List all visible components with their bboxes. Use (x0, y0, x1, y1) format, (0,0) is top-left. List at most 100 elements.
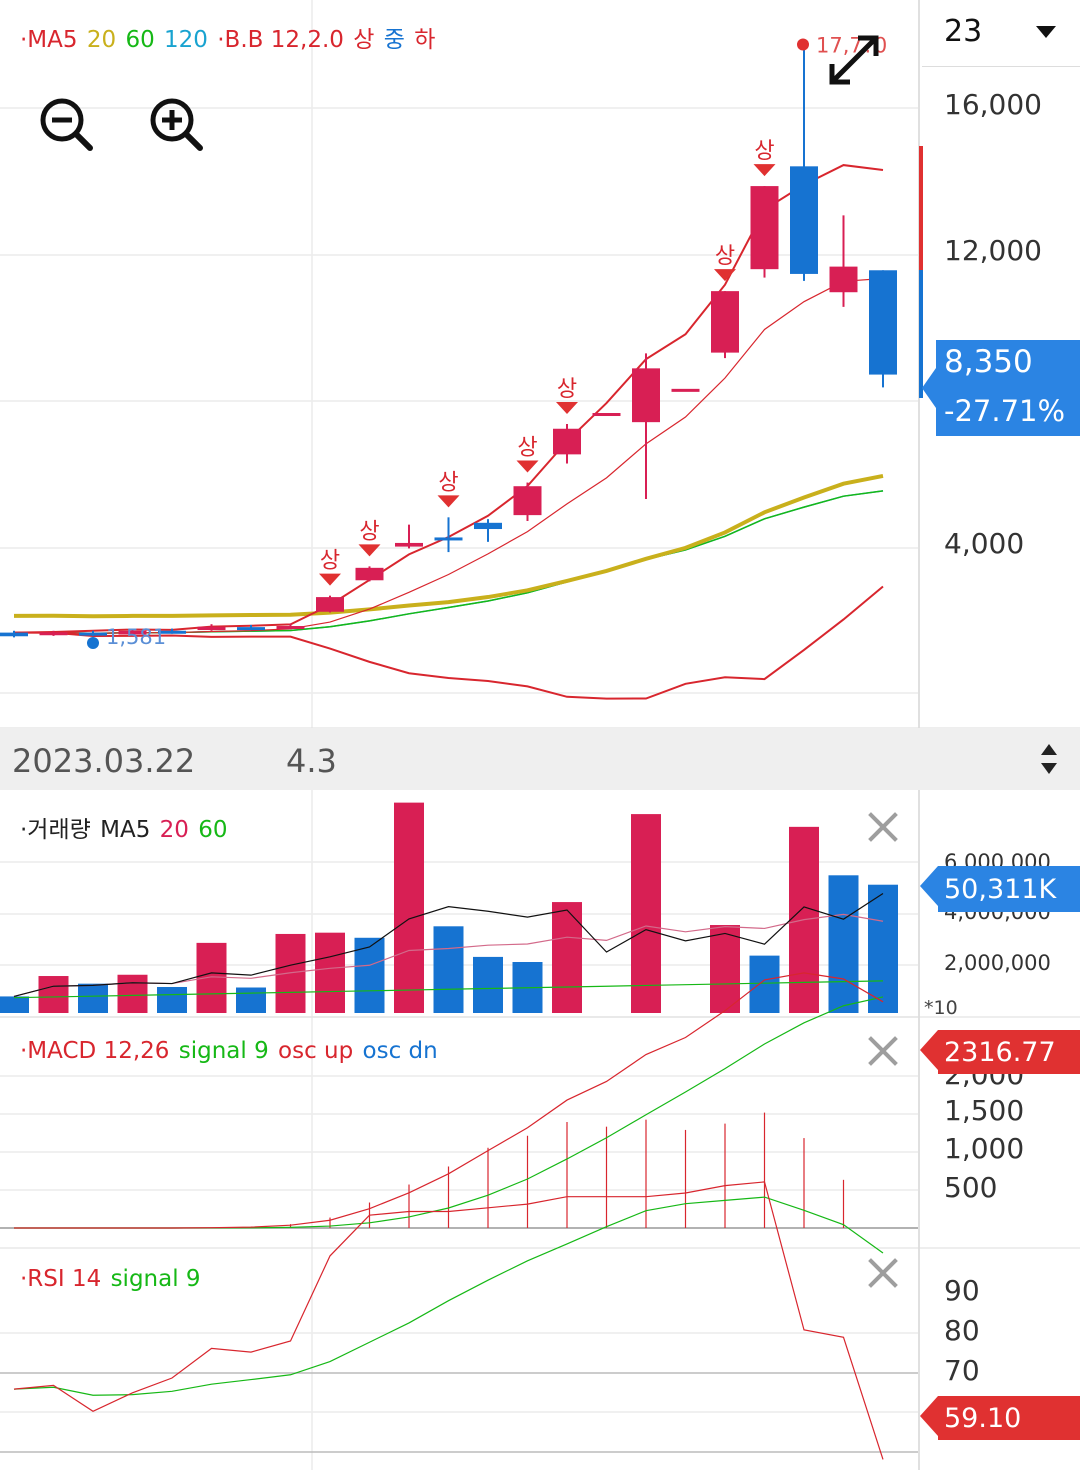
date-tick: 4.3 (286, 742, 337, 780)
rsi-last-value: 59.10 (944, 1403, 1022, 1434)
volume-ma60-legend: 60 (198, 817, 228, 843)
candle-body (869, 270, 897, 375)
bb-lower-legend: 하 (414, 27, 436, 53)
close-volume-panel-icon[interactable] (866, 810, 900, 844)
signal-arrow (556, 401, 578, 414)
close-rsi-panel-icon[interactable] (866, 1256, 900, 1290)
ma60-line (13, 490, 884, 635)
low-label: 1,581 (106, 625, 166, 649)
candle-body (790, 166, 818, 274)
macd-axis-label: 1,000 (944, 1132, 1025, 1165)
ma60-legend: 60 (125, 27, 155, 53)
ma120-legend: 120 (164, 27, 208, 53)
signal-label: 상 (320, 549, 340, 574)
macd-osc-up-legend: osc up (278, 1038, 354, 1064)
candle-body (355, 567, 384, 581)
period-dropdown[interactable]: 23 (922, 0, 1080, 67)
candle-body (79, 632, 107, 636)
ma5-line (13, 277, 884, 634)
period-value: 23 (944, 14, 983, 49)
volume-bar (196, 942, 227, 1013)
ma5-legend: ·MA5 (20, 27, 78, 53)
volume-bar (828, 875, 859, 1013)
volume-bar (631, 814, 661, 1013)
volume-bar (275, 933, 306, 1013)
volume-bar (354, 937, 385, 1013)
volume-bar (38, 976, 69, 1013)
volume-ma5-legend: MA5 (100, 817, 151, 843)
macd-line (14, 972, 884, 1229)
ma20-line (13, 473, 884, 619)
volume-bar (710, 925, 740, 1013)
candle-body (671, 388, 700, 392)
volume-bar (749, 955, 780, 1013)
signal-arrow (358, 544, 381, 557)
signal-label: 상 (557, 377, 577, 402)
candle-body (197, 626, 226, 631)
volume-ma60-line (13, 980, 884, 999)
volume-bar (868, 884, 898, 1013)
main-legend: ·MA5 20 60 120 ·B.B 12,2.0 상 중 하 (20, 20, 437, 54)
candle-body (395, 542, 423, 547)
volume-multiplier: *10 (924, 997, 958, 1019)
signal-arrow (319, 573, 341, 586)
signal-label: 상 (754, 139, 774, 164)
ma20-legend: 20 (86, 27, 117, 53)
zoom-in-icon[interactable] (148, 96, 206, 154)
rsi-legend-label: ·RSI 14 (20, 1266, 102, 1292)
price-axis-label: 12,000 (944, 234, 1042, 267)
price-axis-label: 4,000 (944, 527, 1025, 560)
volume-bar (394, 802, 424, 1013)
candle-body (592, 413, 621, 417)
volume-axis-label: 2,000,000 (944, 951, 1051, 975)
volume-ma5-line (13, 892, 884, 998)
candle-body (750, 186, 779, 270)
rsi-signal-legend: signal 9 (110, 1266, 201, 1292)
candle-body (276, 626, 305, 630)
signal-label: 상 (359, 519, 379, 544)
bb-lower-line (13, 585, 884, 700)
rsi-axis-label: 80 (944, 1314, 980, 1347)
candle-body (711, 291, 739, 353)
signal-arrow (516, 460, 539, 473)
change-percent: -27.71% (944, 394, 1066, 428)
signal-arrow (714, 269, 736, 282)
expand-icon[interactable] (824, 30, 884, 90)
signal-arrow (753, 164, 776, 177)
bb-middle-legend: 중 (383, 27, 405, 53)
volume-value-tag: 50,311K (920, 866, 1080, 912)
close-macd-panel-icon[interactable] (866, 1034, 900, 1068)
macd-value-tag: 2316.77 (920, 1030, 1080, 1074)
volume-bar (78, 983, 108, 1013)
macd-legend-label: ·MACD 12,26 (20, 1038, 170, 1064)
candle-body (829, 266, 858, 293)
candle-body (434, 537, 463, 541)
candle-body (39, 632, 68, 636)
candle-body (553, 428, 581, 455)
volume-bar (473, 956, 503, 1013)
price-axis-label: 16,000 (944, 88, 1042, 121)
rsi-axis-label: 70 (944, 1354, 980, 1387)
rsi-axis-label: 90 (944, 1274, 980, 1307)
volume-legend-label: ·거래량 (20, 817, 91, 843)
signal-label: 상 (438, 470, 458, 495)
candle-body (316, 597, 344, 612)
volume-bar (0, 996, 29, 1013)
volume-bar (157, 986, 187, 1013)
bb-upper-legend: 상 (353, 27, 375, 53)
volume-ma20-legend: 20 (159, 817, 189, 843)
last-price: 8,350 (944, 344, 1033, 380)
volume-bar (315, 932, 345, 1013)
volume-legend: ·거래량 MA5 20 60 (20, 810, 230, 844)
macd-axis-label: 1,500 (944, 1094, 1025, 1127)
candle-body (118, 630, 147, 635)
zoom-out-icon[interactable] (38, 96, 96, 154)
ma120-line (13, 490, 884, 635)
date-band: 2023.03.22 4.3 (0, 728, 1080, 790)
rsi-legend: ·RSI 14 signal 9 (20, 1266, 203, 1292)
volume-bar (433, 926, 464, 1013)
chevron-down-icon (1036, 26, 1056, 38)
bb-legend: ·B.B 12,2.0 (217, 27, 344, 53)
